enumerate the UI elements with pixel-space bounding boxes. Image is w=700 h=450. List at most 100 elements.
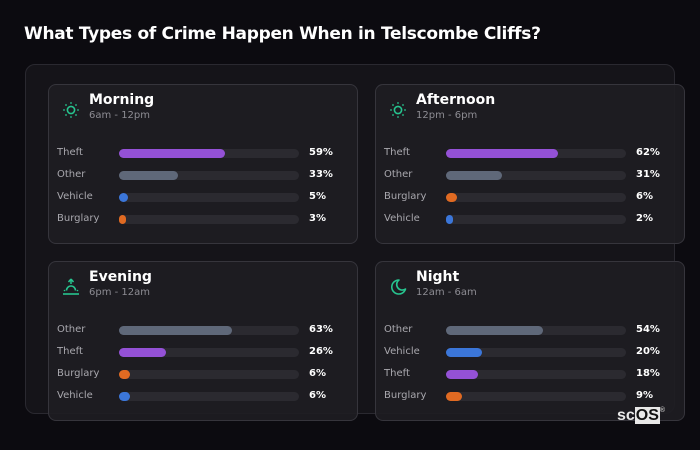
bar-track	[119, 149, 299, 158]
bar-track	[119, 193, 299, 202]
bar-fill-other	[446, 171, 502, 180]
bar-fill-burglary	[446, 392, 463, 401]
bar-value: 59%	[309, 147, 333, 158]
bar-row: Vehicle 5%	[49, 191, 357, 213]
bar-track	[119, 215, 299, 224]
bar-value: 54%	[636, 324, 660, 335]
card-time-range: 6am - 12pm	[89, 110, 151, 121]
bar-track	[119, 392, 299, 401]
bar-fill-other	[119, 171, 179, 180]
bar-label: Other	[57, 324, 86, 335]
bar-value: 62%	[636, 147, 660, 158]
bar-value: 20%	[636, 346, 660, 357]
bar-fill-other	[119, 326, 233, 335]
bar-track	[119, 171, 299, 180]
bar-list: Other 63% Theft 26% Burglary 6% Vehicle …	[49, 324, 357, 412]
bar-row: Other 63%	[49, 324, 357, 346]
bar-row: Other 31%	[376, 169, 684, 191]
bar-value: 26%	[309, 346, 333, 357]
card-time-range: 12am - 6am	[416, 287, 477, 298]
logo-registered: ®	[659, 407, 666, 414]
bar-track	[119, 348, 299, 357]
bar-label: Vehicle	[57, 390, 93, 401]
card-title: Evening	[89, 269, 152, 285]
bar-value: 2%	[636, 213, 653, 224]
sunset-icon	[62, 278, 80, 296]
bar-list: Theft 59% Other 33% Vehicle 5% Burglary …	[49, 147, 357, 235]
bar-fill-theft	[119, 348, 166, 357]
logo-sc: sc	[617, 407, 635, 424]
bar-fill-vehicle	[446, 215, 454, 224]
bar-label: Burglary	[57, 213, 100, 224]
bar-label: Burglary	[384, 390, 427, 401]
bar-track	[119, 326, 299, 335]
bar-value: 63%	[309, 324, 333, 335]
bar-fill-burglary	[446, 193, 457, 202]
bar-fill-burglary	[119, 215, 127, 224]
scos-logo: scOS®	[617, 407, 665, 425]
bar-fill-theft	[119, 149, 226, 158]
bar-label: Burglary	[57, 368, 100, 379]
card-night: Night 12am - 6am Other 54% Vehicle 20% T…	[375, 261, 685, 421]
bar-row: Vehicle 2%	[376, 213, 684, 235]
bar-row: Other 54%	[376, 324, 684, 346]
bar-value: 33%	[309, 169, 333, 180]
bar-row: Theft 26%	[49, 346, 357, 368]
sun-icon	[389, 101, 407, 119]
bar-track	[446, 193, 626, 202]
bar-row: Burglary 9%	[376, 390, 684, 412]
bar-fill-theft	[446, 149, 558, 158]
bar-list: Other 54% Vehicle 20% Theft 18% Burglary…	[376, 324, 684, 412]
bar-row: Other 33%	[49, 169, 357, 191]
logo-os: OS	[634, 407, 660, 424]
bar-track	[446, 149, 626, 158]
bar-label: Theft	[384, 368, 410, 379]
bar-value: 6%	[636, 191, 653, 202]
bar-fill-vehicle	[446, 348, 482, 357]
bar-list: Theft 62% Other 31% Burglary 6% Vehicle …	[376, 147, 684, 235]
card-time-range: 6pm - 12am	[89, 287, 151, 298]
bar-label: Other	[384, 169, 413, 180]
sun-icon	[62, 101, 80, 119]
bar-track	[446, 370, 626, 379]
bar-value: 6%	[309, 390, 326, 401]
bar-value: 31%	[636, 169, 660, 180]
bar-track	[446, 171, 626, 180]
bar-value: 6%	[309, 368, 326, 379]
card-title: Night	[416, 269, 460, 285]
bar-value: 18%	[636, 368, 660, 379]
page-title: What Types of Crime Happen When in Telsc…	[24, 24, 541, 44]
bar-label: Theft	[384, 147, 410, 158]
bar-track	[446, 326, 626, 335]
bar-row: Vehicle 20%	[376, 346, 684, 368]
bar-track	[446, 215, 626, 224]
bar-row: Theft 62%	[376, 147, 684, 169]
bar-track	[446, 348, 626, 357]
bar-label: Other	[384, 324, 413, 335]
bar-fill-other	[446, 326, 544, 335]
card-title: Morning	[89, 92, 155, 108]
bar-label: Other	[57, 169, 86, 180]
bar-value: 5%	[309, 191, 326, 202]
bar-row: Theft 59%	[49, 147, 357, 169]
bar-label: Vehicle	[384, 346, 420, 357]
bar-fill-vehicle	[119, 193, 128, 202]
bar-track	[446, 392, 626, 401]
bar-label: Vehicle	[57, 191, 93, 202]
bar-fill-burglary	[119, 370, 130, 379]
bar-track	[119, 370, 299, 379]
bar-row: Burglary 6%	[49, 368, 357, 390]
card-morning: Morning 6am - 12pm Theft 59% Other 33% V…	[48, 84, 358, 244]
bar-value: 3%	[309, 213, 326, 224]
bar-label: Burglary	[384, 191, 427, 202]
bar-label: Theft	[57, 346, 83, 357]
bar-row: Vehicle 6%	[49, 390, 357, 412]
bar-value: 9%	[636, 390, 653, 401]
bar-row: Theft 18%	[376, 368, 684, 390]
bar-label: Vehicle	[384, 213, 420, 224]
card-evening: Evening 6pm - 12am Other 63% Theft 26% B…	[48, 261, 358, 421]
bar-row: Burglary 6%	[376, 191, 684, 213]
card-afternoon: Afternoon 12pm - 6pm Theft 62% Other 31%…	[375, 84, 685, 244]
bar-row: Burglary 3%	[49, 213, 357, 235]
card-time-range: 12pm - 6pm	[416, 110, 478, 121]
